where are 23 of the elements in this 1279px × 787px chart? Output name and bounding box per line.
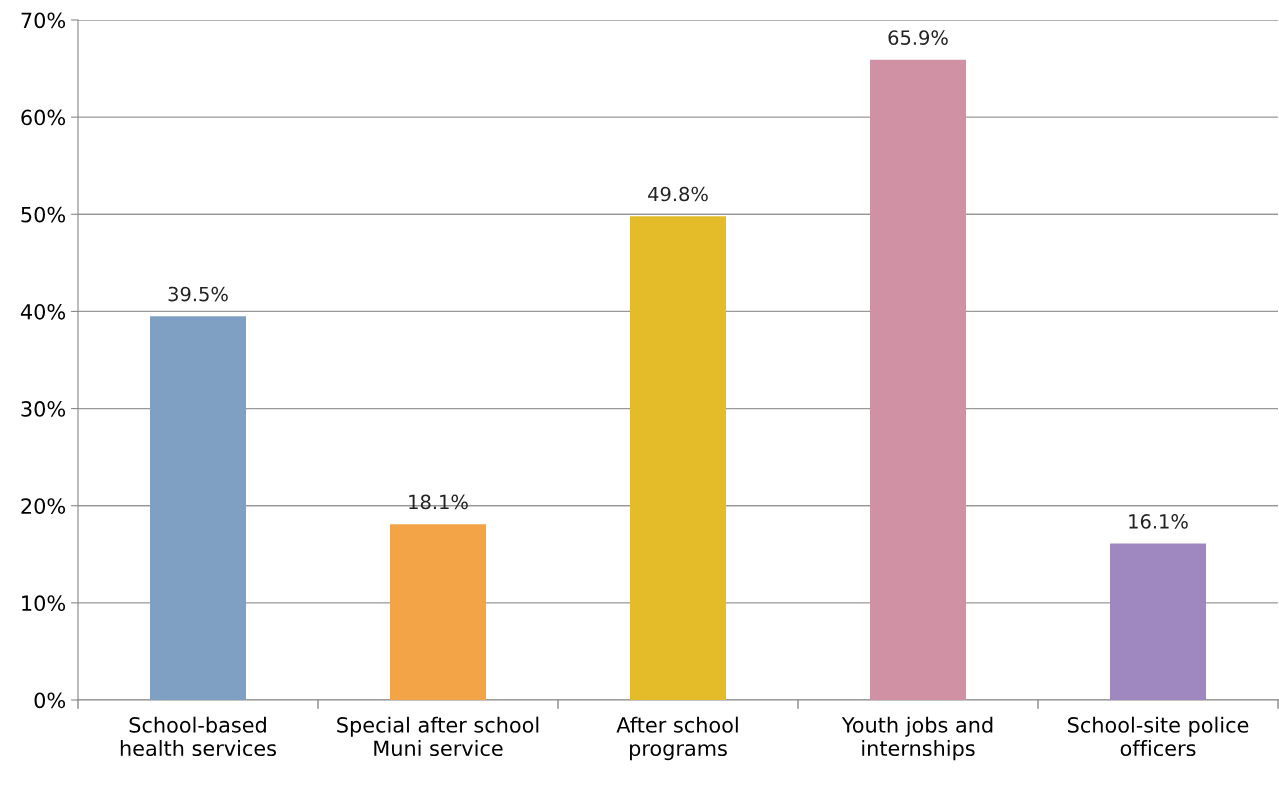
y-tick-label: 0% [34, 692, 66, 709]
x-tick-label: Youth jobs and internships [841, 716, 993, 761]
y-tick-label: 30% [21, 401, 66, 417]
x-tick-label: After school programs [616, 716, 738, 761]
y-tick-label: 50% [21, 206, 66, 223]
data-label: 65.9% [888, 30, 948, 45]
x-tick-label: School-site police officers [1068, 716, 1249, 757]
x-tick-label: Special after school Muni service [337, 716, 539, 757]
data-label: 18.1% [409, 494, 468, 510]
y-tick-label: 40% [20, 303, 66, 320]
bar [870, 59, 966, 700]
bar [150, 316, 246, 700]
x-tick-label: School-based health services [120, 716, 277, 757]
y-tick-label: 70% [21, 12, 66, 29]
bar [390, 524, 486, 700]
bar [1110, 543, 1206, 700]
bar [630, 216, 726, 700]
y-tick-label: 20% [21, 498, 66, 514]
y-tick-label: 60% [21, 109, 66, 126]
data-label: 49.8% [648, 186, 708, 202]
data-label: 16.1% [1129, 514, 1188, 529]
data-label: 39.5% [168, 286, 228, 302]
y-tick-label: 10% [22, 595, 66, 612]
